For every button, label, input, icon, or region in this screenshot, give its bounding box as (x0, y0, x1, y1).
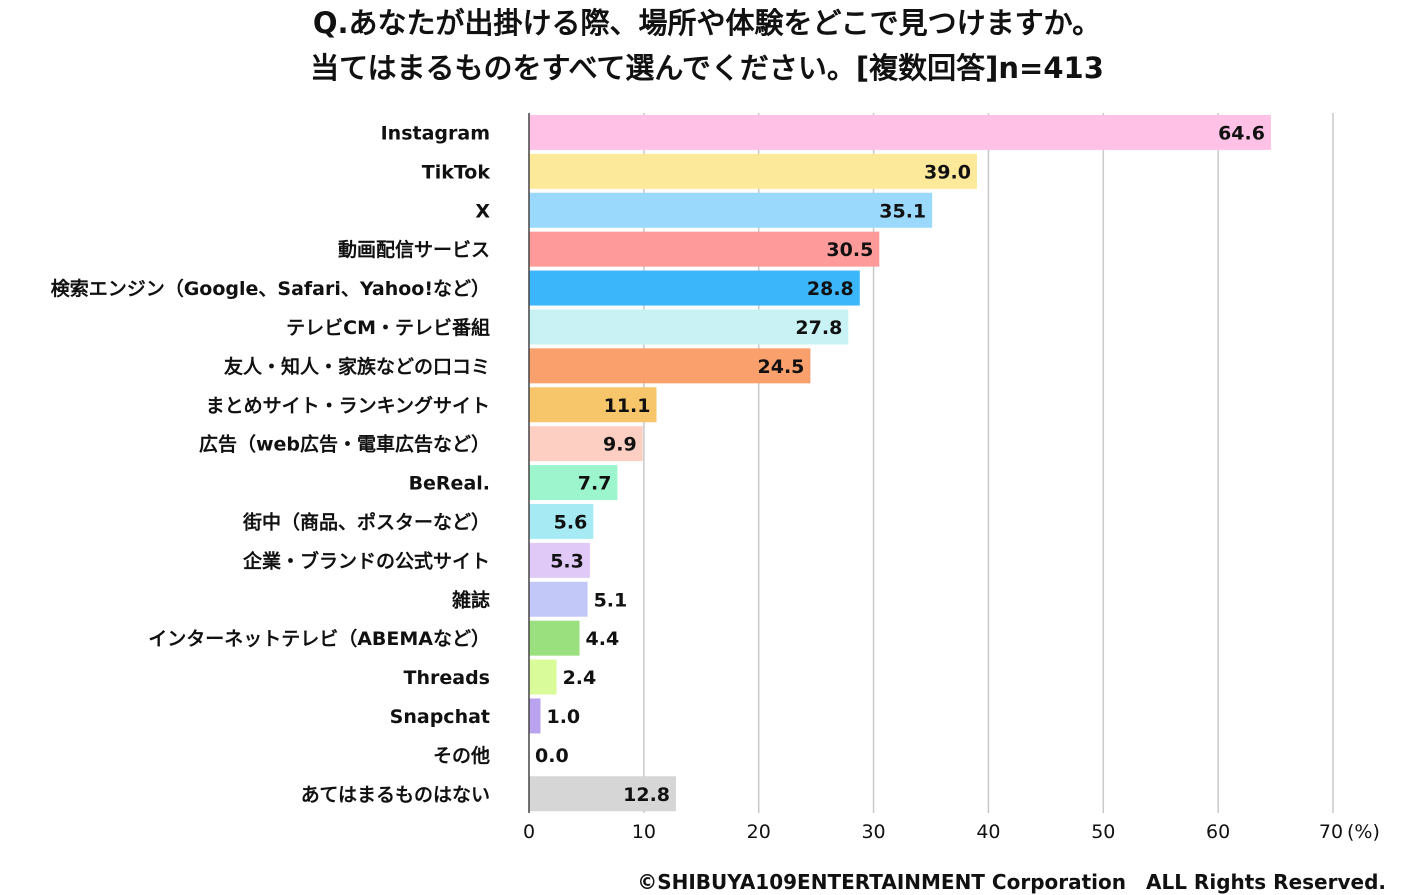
category-label-12: 雑誌 (451, 588, 490, 611)
category-label-3: 動画配信サービス (338, 238, 490, 261)
value-label-1: 39.0 (924, 161, 971, 183)
bar-1 (529, 153, 977, 189)
category-label-10: 街中（商品、ポスターなど） (242, 510, 490, 533)
category-label-15: Snapchat (390, 706, 490, 728)
bar-2 (529, 192, 933, 228)
bar-8 (529, 426, 643, 462)
value-label-8: 9.9 (603, 434, 637, 456)
value-label-15: 1.0 (546, 706, 580, 728)
value-label-12: 5.1 (594, 589, 628, 611)
x-tick-label-30: 30 (861, 821, 885, 843)
bar-13 (529, 620, 580, 656)
bar-5 (529, 309, 849, 345)
x-tick-label-20: 20 (747, 821, 771, 843)
value-label-17: 12.8 (623, 784, 670, 806)
category-label-7: まとめサイト・ランキングサイト (206, 394, 490, 417)
value-label-10: 5.6 (554, 511, 588, 533)
value-label-6: 24.5 (758, 356, 805, 378)
x-tick-label-70: 70 (1319, 821, 1343, 843)
value-label-0: 64.6 (1218, 122, 1265, 144)
bar-11 (529, 542, 590, 578)
value-label-14: 2.4 (563, 667, 597, 689)
value-label-9: 7.7 (578, 473, 612, 495)
bar-10 (529, 503, 594, 539)
category-label-2: X (475, 200, 490, 222)
category-label-11: 企業・ブランドの公式サイト (242, 549, 490, 572)
bar-4 (529, 270, 860, 306)
category-label-9: BeReal. (409, 473, 490, 495)
x-tick-label-40: 40 (976, 821, 1000, 843)
bar-14 (529, 659, 557, 695)
category-label-16: その他 (433, 744, 490, 767)
category-label-13: インターネットテレビ（ABEMAなど） (148, 627, 490, 650)
value-label-2: 35.1 (879, 200, 926, 222)
chart-subtitle: 当てはまるものをすべて選んでください。[複数回答]n=413 (310, 51, 1104, 85)
bar-15 (529, 698, 541, 734)
bar-12 (529, 581, 588, 617)
category-label-4: 検索エンジン（Google、Safari、Yahoo!など） (51, 277, 490, 300)
value-label-5: 27.8 (795, 317, 842, 339)
value-label-4: 28.8 (807, 278, 854, 300)
value-label-7: 11.1 (604, 395, 651, 417)
copyright-footer: ©SHIBUYA109ENTERTAINMENT Corporation ALL… (637, 870, 1386, 894)
bar-3 (529, 231, 880, 267)
bar-0 (529, 114, 1271, 150)
value-label-16: 0.0 (535, 745, 569, 767)
x-tick-label-50: 50 (1091, 821, 1115, 843)
category-label-0: Instagram (381, 122, 490, 144)
category-label-8: 広告（web広告・電車広告など） (199, 433, 490, 456)
x-tick-label-60: 60 (1206, 821, 1230, 843)
unit-label: (%) (1347, 821, 1380, 843)
bar-6 (529, 348, 811, 384)
bar-17 (529, 776, 677, 812)
category-label-6: 友人・知人・家族などの口コミ (224, 355, 490, 378)
chart-title: Q.あなたが出掛ける際、場所や体験をどこで見つけますか。 (312, 6, 1102, 40)
category-label-5: テレビCM・テレビ番組 (286, 316, 490, 339)
value-label-11: 5.3 (550, 550, 584, 572)
value-label-3: 30.5 (826, 239, 873, 261)
category-label-14: Threads (404, 667, 490, 689)
x-tick-label-10: 10 (632, 821, 656, 843)
x-tick-label-0: 0 (523, 821, 535, 843)
category-label-1: TikTok (422, 161, 491, 183)
category-label-17: あてはまるものはない (301, 784, 490, 806)
bar-7 (529, 387, 657, 423)
bar-9 (529, 465, 618, 501)
value-label-13: 4.4 (586, 628, 620, 650)
